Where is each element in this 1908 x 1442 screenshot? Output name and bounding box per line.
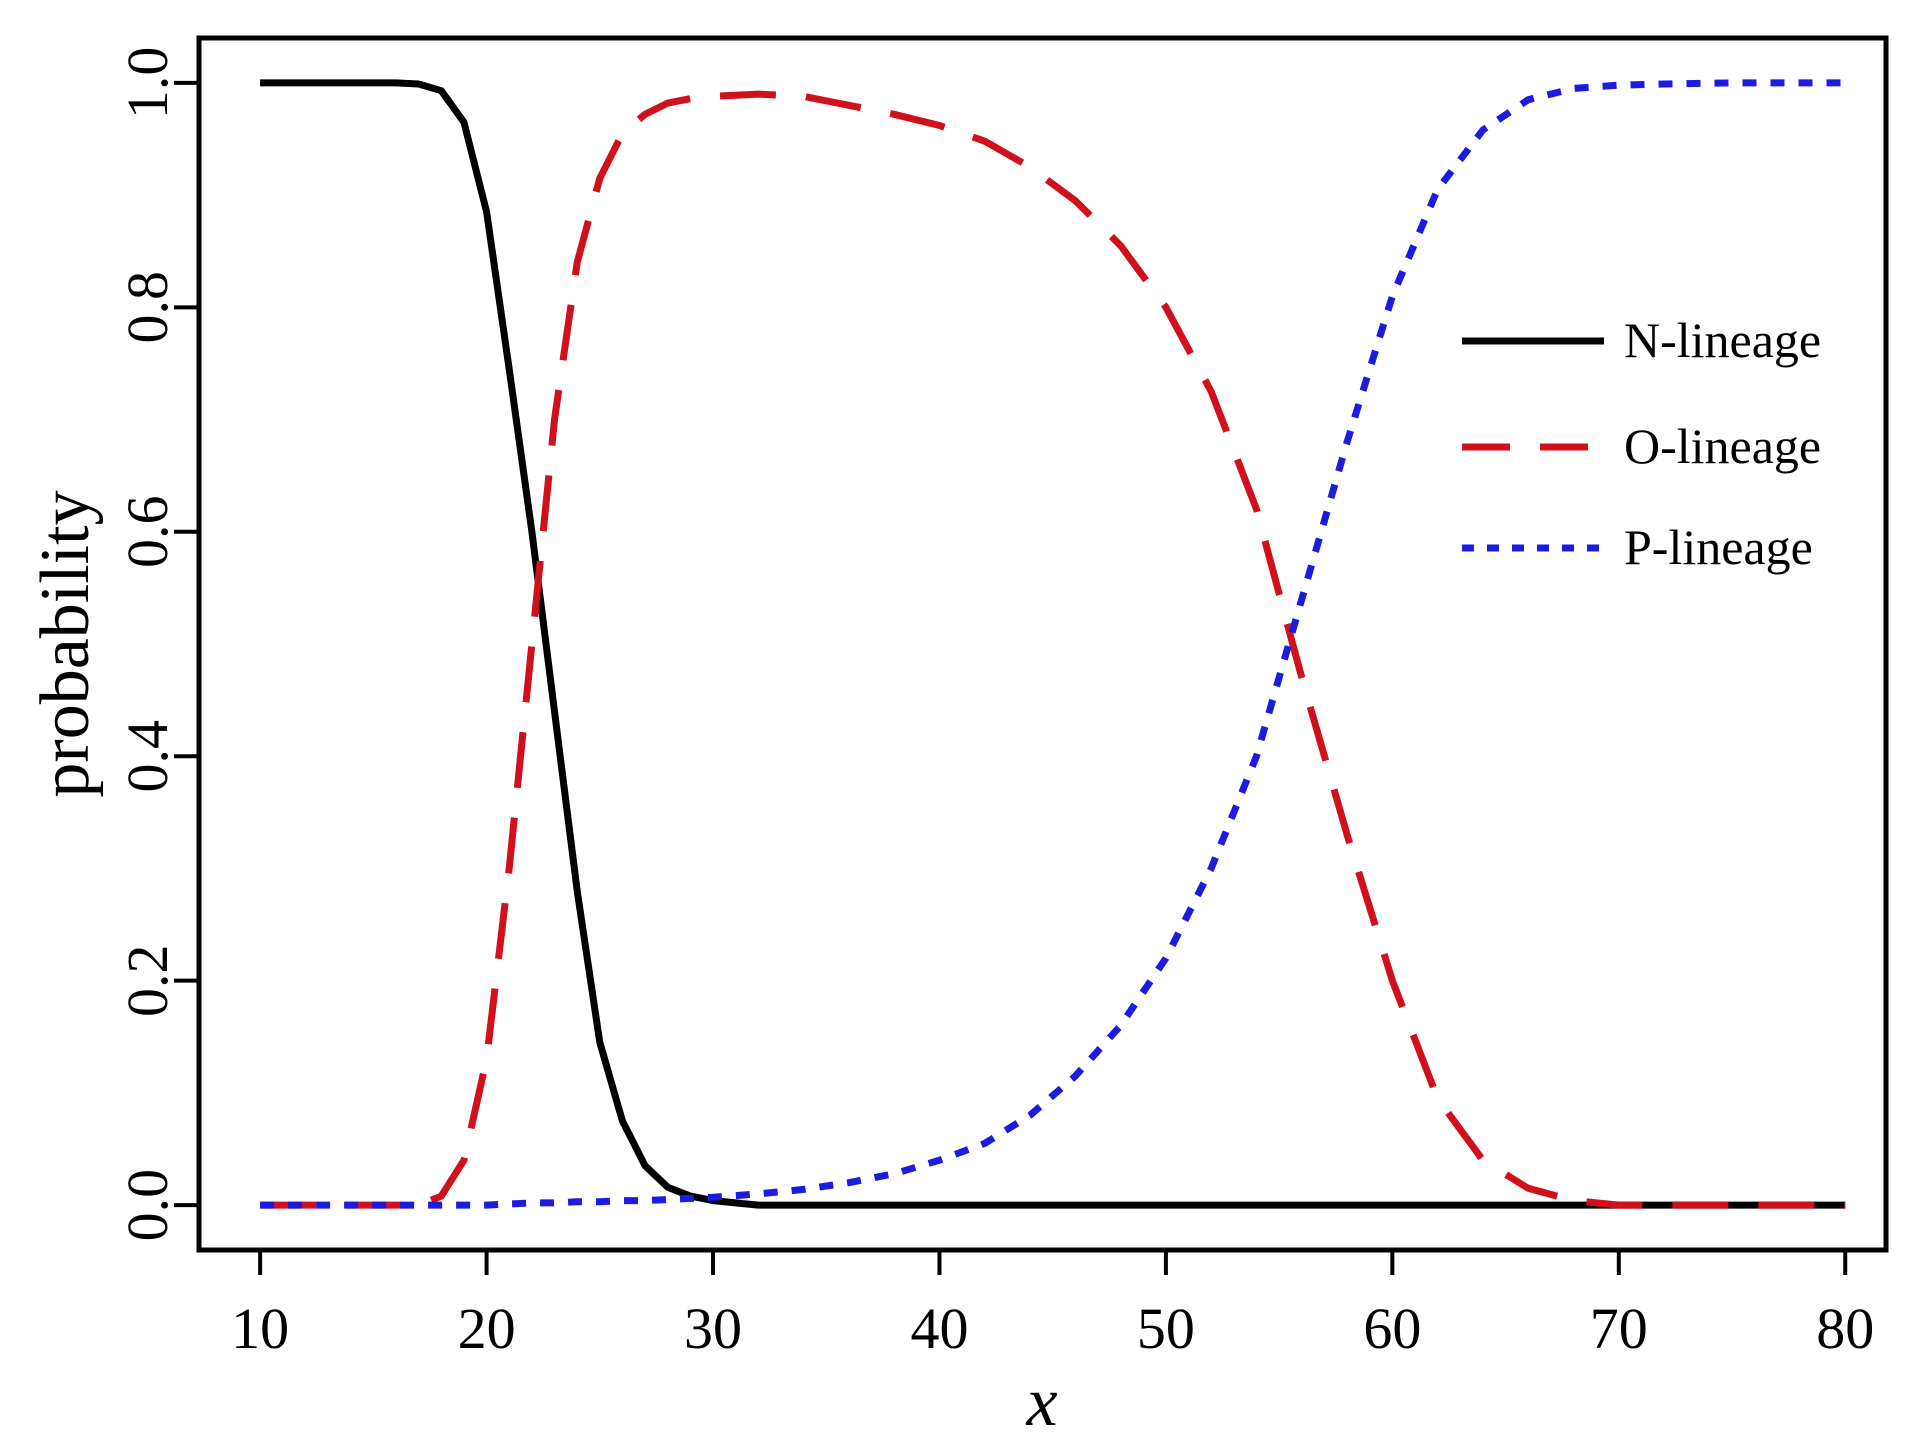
series-line-p-lineage <box>260 79 1846 1209</box>
x-tick-label: 20 <box>458 1296 516 1361</box>
x-tick-label: 40 <box>910 1296 968 1361</box>
x-tick-label: 60 <box>1363 1296 1421 1361</box>
y-axis-title: probability <box>27 490 104 797</box>
x-tick-label: 50 <box>1137 1296 1195 1361</box>
x-axis: 10 20 30 40 50 60 70 80 <box>231 1250 1874 1361</box>
series-layer <box>260 79 1846 1209</box>
series-line-o-lineage <box>260 90 1846 1209</box>
y-tick-label: 0.6 <box>115 496 180 569</box>
x-tick-label: 10 <box>231 1296 289 1361</box>
plot-frame <box>196 35 1889 1253</box>
y-axis: 0.0 0.2 0.4 0.6 0.8 1.0 <box>115 47 199 1242</box>
x-tick-label: 70 <box>1590 1296 1648 1361</box>
legend: N-lineage O-lineage P-lineage <box>1462 312 1821 575</box>
y-tick-label: 0.8 <box>115 271 180 344</box>
y-tick-label: 0.2 <box>115 944 180 1017</box>
legend-label-p-lineage: P-lineage <box>1624 519 1813 575</box>
y-tick-label: 0.0 <box>115 1169 180 1242</box>
series-line-n-lineage <box>260 79 1846 1209</box>
legend-label-o-lineage: O-lineage <box>1624 418 1821 474</box>
x-tick-label: 30 <box>684 1296 742 1361</box>
x-tick-label: 80 <box>1816 1296 1874 1361</box>
legend-label-n-lineage: N-lineage <box>1624 312 1821 368</box>
y-tick-label: 0.4 <box>115 720 180 793</box>
y-tick-label: 1.0 <box>115 47 180 120</box>
x-axis-title: x <box>1025 1364 1057 1441</box>
plot-area <box>196 35 1889 1253</box>
